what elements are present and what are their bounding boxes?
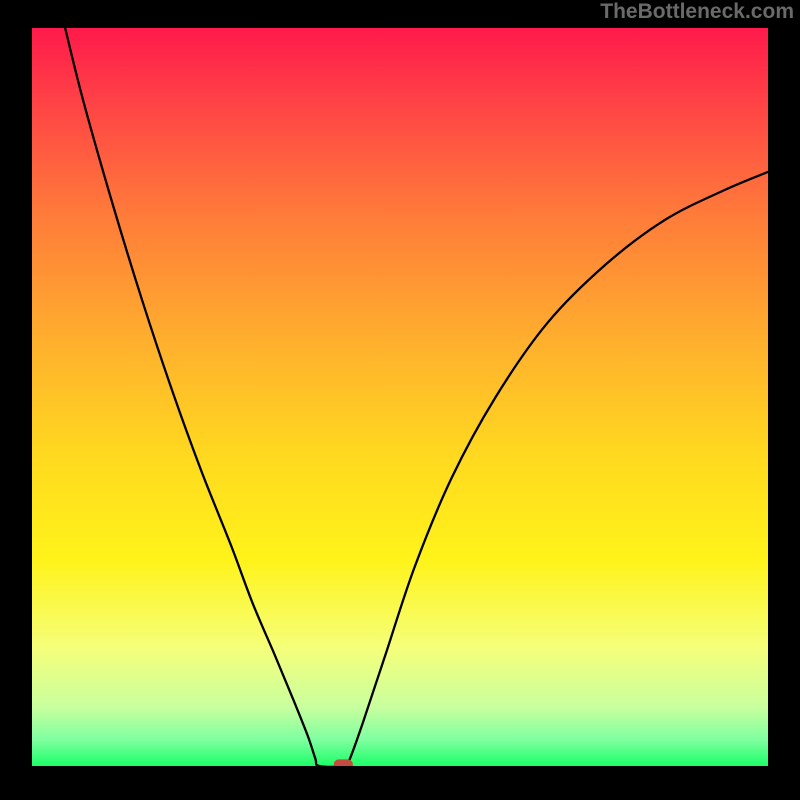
plot-area xyxy=(32,28,768,766)
optimal-point-marker xyxy=(334,759,353,766)
gradient-background xyxy=(32,28,768,766)
watermark-label: TheBottleneck.com xyxy=(600,0,794,24)
bottleneck-curve-chart xyxy=(32,28,768,766)
chart-frame: TheBottleneck.com xyxy=(0,0,800,800)
